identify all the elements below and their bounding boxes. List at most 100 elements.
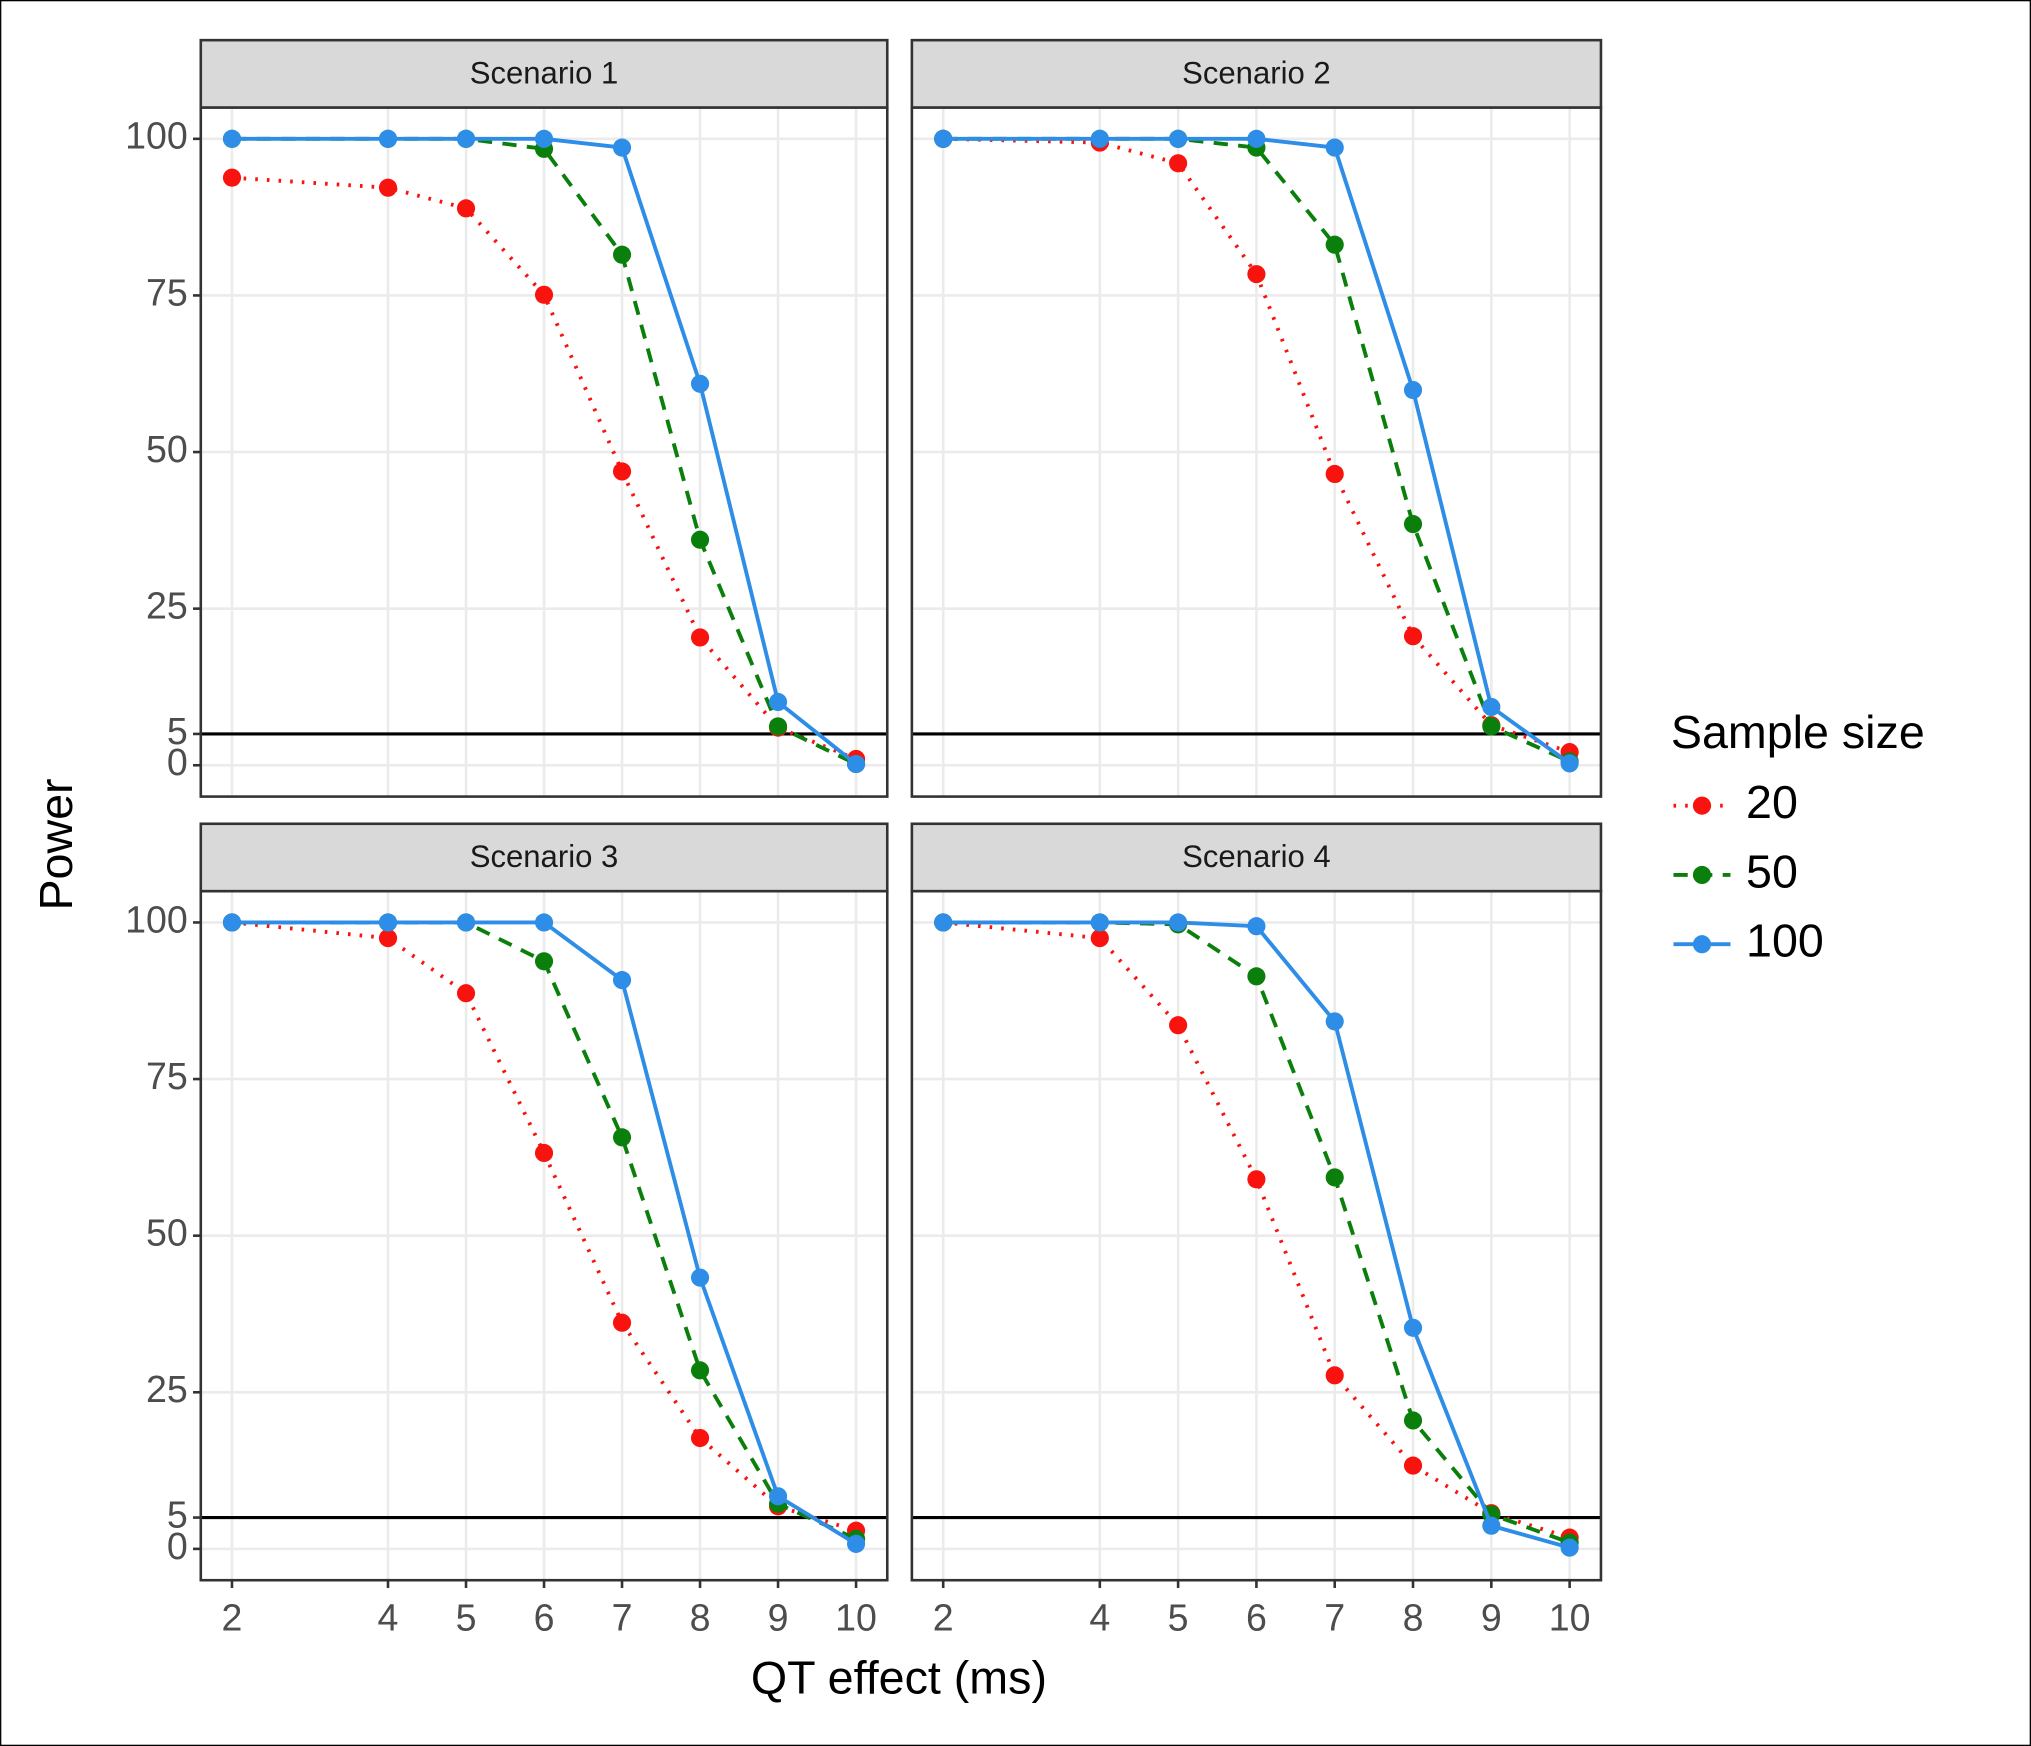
strip-label: Scenario 2 [1182,55,1331,90]
x-tick-label: 10 [1549,1596,1591,1638]
data-point [1325,1012,1344,1031]
strip-label: Scenario 4 [1182,839,1331,874]
data-point [1169,1016,1188,1035]
data-point [690,1361,710,1380]
data-point [612,971,632,990]
series-line [231,920,857,1541]
data-point [1325,464,1344,484]
data-point [1090,929,1109,948]
series-line [943,136,1571,765]
strip-label: Scenario 1 [470,55,619,90]
data-point [456,913,476,932]
data-point [534,952,554,971]
data-point [1325,138,1344,157]
data-point [456,129,476,148]
data-point [612,138,632,157]
data-point [456,984,476,1003]
data-point [1403,380,1423,400]
data-point [222,913,242,932]
data-point [1247,1170,1266,1189]
data-point [612,1313,632,1332]
series-line [231,175,857,761]
data-point [768,1487,788,1506]
x-tick-label: 6 [1246,1596,1267,1638]
data-point [1247,265,1266,284]
data-point [222,168,242,187]
data-point [1403,1318,1423,1337]
data-point [846,1534,866,1553]
strip [910,38,1603,109]
y-tick-label: 25 [146,1368,188,1410]
y-tick-label: 50 [146,1212,188,1254]
data-point [534,129,554,148]
data-point [456,199,476,218]
x-tick-label: 9 [768,1596,789,1638]
data-point [1169,913,1188,932]
legend-label: 100 [1746,915,1824,967]
strip [199,38,889,109]
series-line [231,920,858,1546]
y-tick-label: 0 [167,1525,188,1567]
y-tick-label: 100 [125,898,188,940]
x-axis-title: QT effect (ms) [751,1652,1047,1704]
legend-label: 20 [1746,776,1798,828]
series-line [943,136,1571,764]
x-tick-label: 8 [1403,1596,1424,1638]
data-point [690,1268,710,1287]
data-point [378,929,398,948]
data-point [1169,154,1188,173]
data-point [378,178,398,197]
data-point [1325,1168,1344,1187]
data-point [1169,129,1188,148]
data-point [934,913,953,932]
y-tick-label: 75 [146,271,188,313]
data-point [1247,967,1266,986]
data-point [934,129,953,148]
data-point [612,1128,632,1147]
y-tick-label: 50 [146,428,188,470]
y-axis-title: Power [30,778,82,910]
data-point [1482,717,1501,736]
data-point [534,1143,554,1163]
y-tick-label: 25 [146,585,188,627]
legend-key-point [1692,865,1712,885]
data-point [1560,754,1579,773]
data-point [690,1428,710,1448]
x-tick-label: 6 [534,1596,555,1638]
data-point [1325,1366,1344,1385]
data-point [534,285,554,304]
data-point [378,129,398,148]
data-point [378,913,398,932]
y-tick-label: 5 [167,1493,188,1535]
strip [199,822,889,893]
y-tick-label: 0 [167,741,188,783]
data-point [1247,917,1266,936]
legend-key-point [1692,796,1712,815]
x-tick-label: 2 [933,1596,954,1638]
series-line [943,920,1571,1550]
data-point [1090,129,1109,148]
data-point [1560,1538,1579,1557]
data-point [690,374,710,393]
data-point [1403,1456,1423,1475]
data-point [1403,1411,1423,1430]
series-line [231,136,857,766]
x-tick-label: 5 [456,1596,477,1638]
x-tick-label: 4 [1089,1596,1110,1638]
legend-key-point [1692,935,1712,954]
legend-label: 50 [1746,845,1798,897]
y-tick-label: 5 [167,710,188,752]
x-tick-label: 9 [1481,1596,1502,1638]
data-point [768,717,788,736]
series-line [231,136,858,766]
x-tick-label: 10 [835,1596,877,1638]
y-tick-label: 100 [125,115,188,157]
x-tick-label: 4 [378,1596,399,1638]
data-point [1403,627,1423,646]
data-point [612,462,632,481]
data-point [690,530,710,549]
data-point [1482,697,1501,717]
data-point [534,913,554,932]
data-point [1090,913,1109,932]
